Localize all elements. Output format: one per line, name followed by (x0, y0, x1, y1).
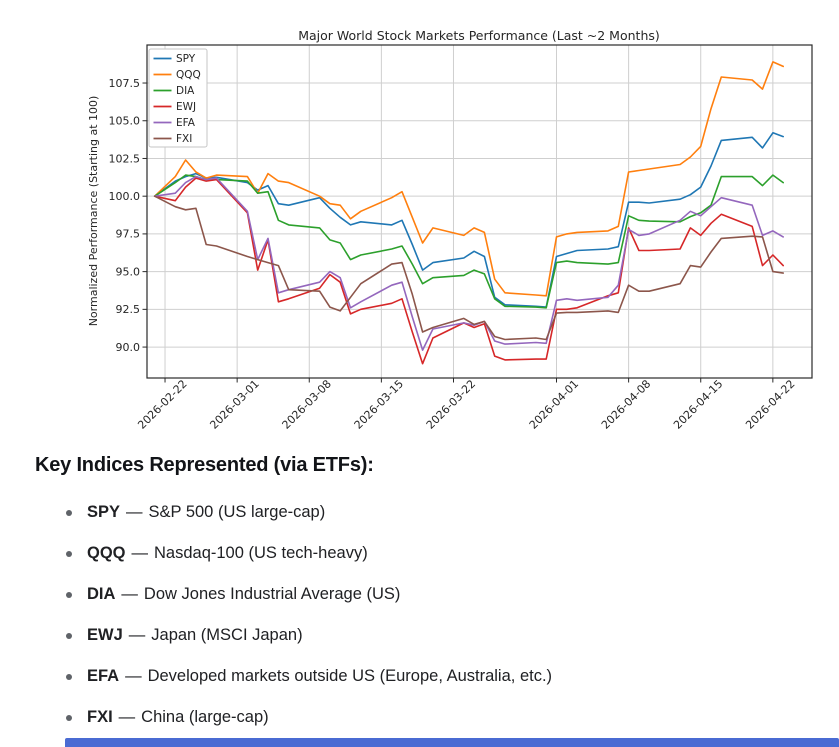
ticker-label: EWJ (87, 626, 123, 644)
list-item-ewj: EWJ — Japan (MSCI Japan) (64, 615, 804, 656)
ticker-description: China (large-cap) (141, 708, 269, 726)
legend: SPY QQQ DIA EWJ EFA FXI (148, 48, 208, 148)
list-item-efa: EFA — Developed markets outside US (Euro… (64, 656, 804, 697)
series-DIA (153, 174, 785, 309)
dash-separator: — (125, 667, 142, 685)
y-tick-label: 105.0 (109, 115, 141, 128)
ticker-description: S&P 500 (US large-cap) (148, 503, 326, 521)
ticker-description: Japan (MSCI Japan) (151, 626, 303, 644)
bullet-icon (66, 509, 72, 516)
chart-frame (146, 44, 813, 379)
dash-separator: — (131, 544, 149, 562)
x-tick-label: 2026-04-22 (743, 377, 797, 431)
list-item-fxi: FXI — China (large-cap) (64, 697, 804, 738)
ticker-description: Dow Jones Industrial Average (US) (143, 585, 401, 603)
list-item-spy: SPY — S&P 500 (US large-cap) (64, 492, 804, 533)
chart-title: Major World Stock Markets Performance (L… (298, 28, 660, 43)
series-FXI (153, 195, 785, 341)
list-item-qqq: QQQ — Nasdaq-100 (US tech-heavy) (64, 533, 804, 574)
dash-separator: — (121, 585, 138, 603)
key-indices-heading: Key Indices Represented (via ETFs): (35, 454, 374, 476)
ticker-label: FXI (87, 708, 113, 726)
ticker-label: EFA (87, 667, 120, 685)
x-tick-label: 2026-03-01 (207, 377, 261, 431)
x-tick-label: 2026-04-15 (671, 377, 725, 431)
chart-series (153, 61, 785, 365)
x-tick-labels: 2026-02-22 2026-03-01 2026-03-08 2026-03-15… (135, 377, 797, 431)
key-indices-section: Key Indices Represented (via ETFs): (35, 454, 815, 477)
ticker-label: DIA (87, 585, 116, 603)
bottom-blue-bar (65, 738, 839, 747)
key-indices-list: SPY — S&P 500 (US large-cap) QQQ — Nasda… (64, 492, 804, 738)
bullet-icon (66, 673, 72, 680)
series-QQQ (153, 61, 785, 297)
y-tick-label: 97.5 (116, 228, 141, 241)
ticker-description: Nasdaq-100 (US tech-heavy) (154, 544, 368, 562)
legend-label-EFA: EFA (176, 117, 196, 129)
performance-chart: 2026-02-22 2026-03-01 2026-03-08 2026-03-15… (87, 28, 813, 432)
y-tick-label: 107.5 (109, 77, 141, 90)
y-tick-label: 100.0 (109, 190, 141, 203)
list-item-dia: DIA — Dow Jones Industrial Average (US) (64, 574, 804, 615)
x-tick-label: 2026-03-08 (280, 377, 334, 431)
series-EFA (153, 175, 785, 351)
ticker-label: SPY (87, 503, 121, 521)
x-tick-label: 2026-04-08 (599, 377, 653, 431)
y-tick-label: 102.5 (109, 152, 141, 165)
bullet-icon (66, 550, 72, 557)
dash-separator: — (128, 626, 146, 644)
ticker-description: Developed markets outside US (Europe, Au… (147, 667, 553, 685)
series-EWJ (153, 177, 785, 365)
y-tick-labels: 90.0 92.5 95.0 97.5 100.0 102.5 105.0 107.5 (109, 77, 141, 354)
series-SPY (153, 132, 785, 308)
dash-separator: — (118, 708, 136, 726)
legend-label-QQQ: QQQ (176, 69, 201, 81)
bullet-icon (66, 591, 72, 598)
x-tick-label: 2026-03-15 (352, 377, 406, 431)
x-tick-label: 2026-04-01 (527, 377, 581, 431)
chart-ticks (142, 82, 774, 383)
dash-separator: — (126, 503, 143, 521)
legend-label-EWJ: EWJ (176, 101, 196, 113)
x-tick-label: 2026-03-22 (424, 377, 478, 431)
bullet-icon (66, 714, 72, 721)
y-axis-label: Normalized Performance (Starting at 100) (87, 96, 100, 327)
bullet-icon (66, 632, 72, 639)
y-tick-label: 90.0 (116, 341, 141, 354)
legend-label-DIA: DIA (176, 85, 195, 97)
x-tick-label: 2026-02-22 (135, 377, 189, 431)
legend-label-FXI: FXI (176, 133, 192, 145)
y-tick-label: 92.5 (116, 303, 141, 316)
legend-label-SPY: SPY (176, 53, 196, 65)
ticker-label: QQQ (87, 544, 126, 562)
y-tick-label: 95.0 (116, 265, 141, 278)
